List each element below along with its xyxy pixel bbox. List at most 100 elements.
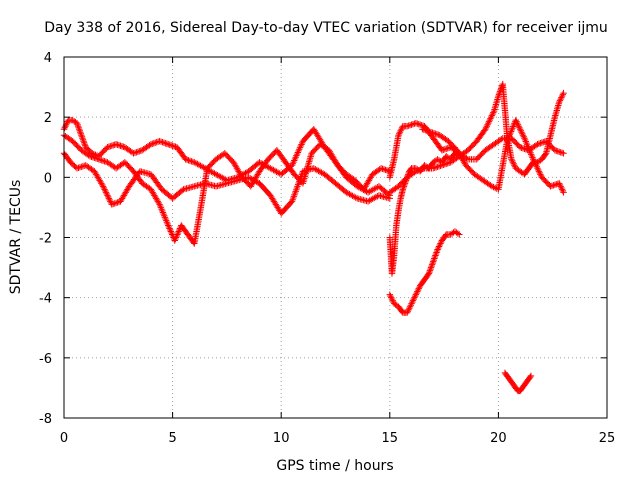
data-marker (115, 142, 123, 149)
data-marker (74, 122, 82, 130)
data-point (95, 156, 102, 163)
data-marker (490, 109, 497, 116)
data-marker (518, 129, 525, 136)
data-marker (508, 126, 515, 134)
data-marker (427, 265, 434, 273)
data-marker (514, 119, 521, 127)
data-marker (155, 199, 162, 207)
data-point (556, 180, 563, 187)
data-marker (548, 182, 556, 190)
data-point (112, 141, 120, 148)
data-marker (167, 142, 175, 149)
data-marker (414, 286, 422, 294)
data-marker (157, 202, 164, 210)
data-marker (416, 283, 423, 291)
data-marker (426, 128, 433, 135)
data-marker (531, 159, 538, 166)
data-marker (387, 292, 394, 300)
data-marker (183, 156, 191, 163)
data-marker (106, 196, 113, 204)
data-marker (440, 146, 447, 153)
data-marker (293, 152, 300, 159)
data-marker (406, 303, 414, 310)
data-marker (167, 228, 175, 235)
data-marker (78, 163, 85, 171)
data-marker (88, 153, 95, 160)
data-marker (414, 120, 421, 127)
data-point (395, 132, 402, 139)
data-marker (91, 154, 98, 161)
data-marker (542, 151, 549, 158)
data-marker (532, 162, 540, 169)
data-point (508, 156, 515, 163)
data-marker (80, 139, 88, 146)
data-marker (165, 223, 173, 231)
data-marker (163, 219, 171, 226)
data-point (165, 141, 172, 148)
data-marker (516, 124, 523, 131)
x-tick-label: 20 (490, 431, 507, 446)
data-marker (77, 129, 84, 136)
data-marker (114, 141, 121, 148)
data-point (412, 119, 420, 127)
data-point (560, 189, 567, 196)
data-point (399, 186, 407, 193)
data-marker (498, 136, 505, 143)
data-marker (291, 155, 299, 163)
data-marker (396, 129, 404, 136)
data-marker (432, 250, 440, 258)
data-marker (507, 129, 514, 137)
data-marker (352, 194, 359, 201)
data-marker (117, 142, 124, 149)
data-marker (505, 133, 513, 140)
data-marker (556, 97, 564, 104)
data-point (512, 116, 519, 124)
data-point (560, 89, 567, 97)
data-marker (162, 215, 169, 223)
data-point (488, 183, 496, 190)
data-marker (538, 139, 546, 146)
data-point (560, 150, 567, 157)
data-marker (166, 225, 173, 232)
x-tick-label: 0 (60, 431, 68, 446)
data-point (73, 119, 81, 127)
data-marker (98, 157, 105, 164)
data-marker (174, 229, 182, 237)
data-marker (164, 220, 171, 228)
data-marker (409, 297, 417, 304)
data-marker (188, 158, 195, 165)
data-marker (292, 154, 299, 161)
data-marker (431, 164, 438, 172)
data-marker (410, 295, 417, 303)
data-marker (489, 110, 496, 118)
data-marker (506, 131, 513, 138)
data-marker (131, 149, 139, 156)
data-point (182, 156, 189, 163)
data-point (165, 222, 172, 229)
data-marker (558, 92, 566, 100)
data-marker (94, 155, 101, 162)
data-marker (510, 160, 517, 167)
data-marker (120, 143, 127, 150)
data-marker (74, 121, 81, 128)
data-marker (557, 183, 564, 190)
data-marker (146, 142, 153, 149)
data-marker (406, 304, 413, 312)
data-marker (99, 181, 106, 189)
data-point (156, 138, 163, 145)
data-point (412, 291, 420, 298)
data-marker (537, 171, 544, 178)
series-track-2 (60, 150, 393, 217)
data-marker (159, 139, 166, 146)
data-marker (405, 306, 412, 313)
data-marker (423, 127, 430, 134)
data-point (529, 156, 537, 163)
data-point (551, 147, 559, 154)
data-marker (485, 119, 492, 127)
data-marker (61, 124, 68, 131)
data-marker (482, 124, 490, 131)
data-marker (526, 373, 534, 381)
data-marker (178, 187, 186, 194)
data-marker (444, 160, 451, 167)
data-points (60, 80, 567, 395)
